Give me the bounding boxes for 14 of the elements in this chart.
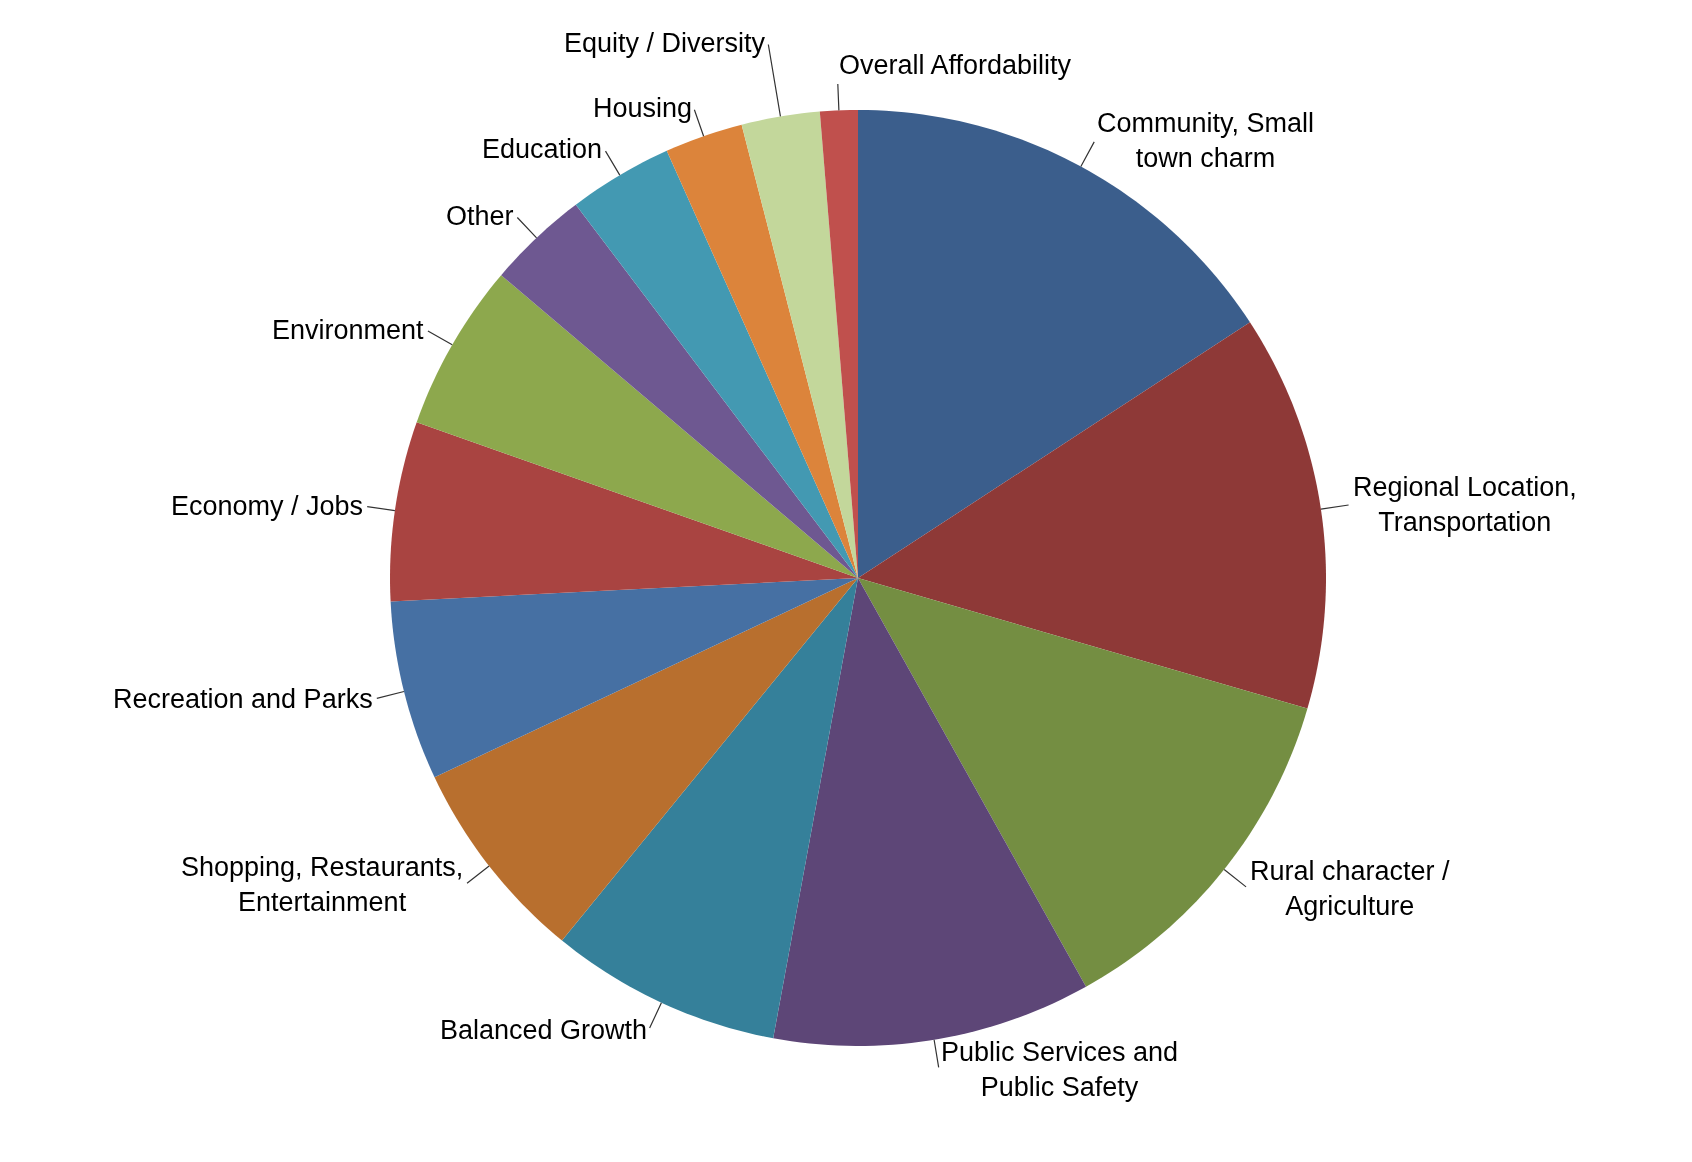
slice-label: Rural character / Agriculture: [1250, 856, 1451, 922]
slice-label: Education: [482, 134, 603, 164]
slice-label: Equity / Diversity: [564, 28, 766, 58]
slice-label: Housing: [593, 93, 693, 123]
slice-label: Economy / Jobs: [171, 491, 364, 521]
slice-label: Overall Affordability: [839, 50, 1072, 80]
slice-label: Public Services and Public Safety: [941, 1037, 1179, 1103]
slice-label: Shopping, Restaurants, Entertainment: [181, 852, 464, 918]
slice-label: Community, Small town charm: [1097, 108, 1315, 174]
slice-label: Regional Location, Transportation: [1353, 472, 1577, 538]
slice-label: Balanced Growth: [440, 1015, 648, 1045]
slice-label: Recreation and Parks: [113, 684, 373, 714]
slice-label: Other: [446, 201, 514, 231]
slice-label: Environment: [272, 315, 425, 345]
